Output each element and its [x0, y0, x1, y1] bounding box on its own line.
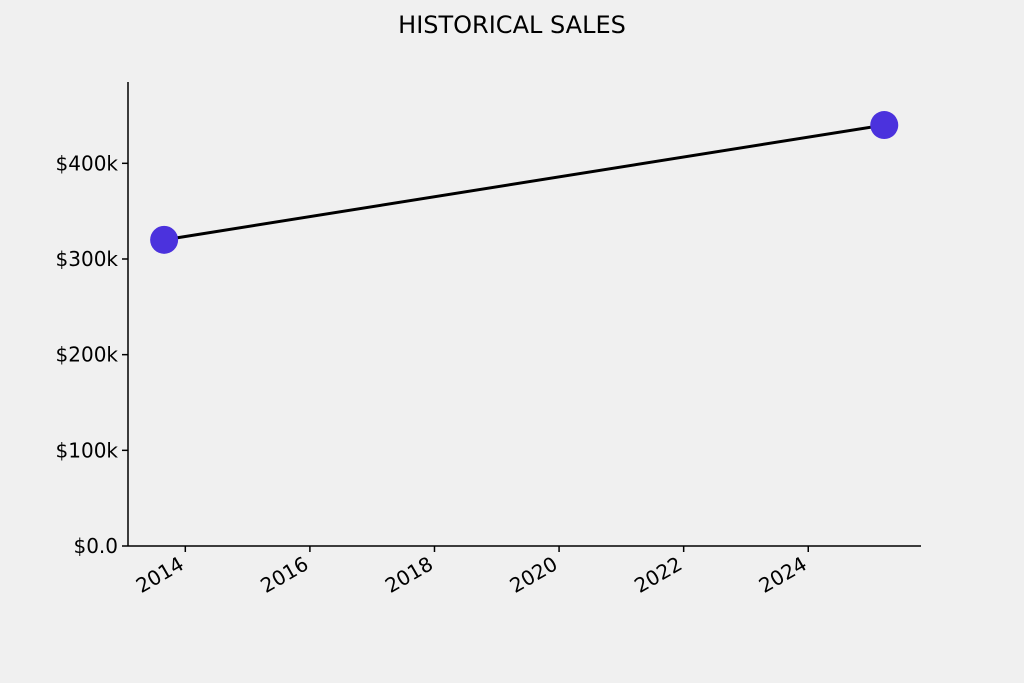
x-tick-label: 2014 — [132, 552, 188, 598]
y-tick-label: $400k — [56, 151, 119, 175]
x-tick-label: 2016 — [256, 552, 312, 598]
y-tick-label: $100k — [56, 438, 119, 462]
x-tick-label: 2020 — [505, 552, 561, 598]
x-tick-label: 2024 — [755, 552, 811, 598]
y-tick-label: $0.0 — [73, 534, 118, 558]
x-tick-label: 2018 — [381, 552, 437, 598]
y-tick-label: $200k — [56, 343, 119, 367]
chart-title: HISTORICAL SALES — [398, 11, 626, 39]
y-tick-label: $300k — [56, 247, 119, 271]
line — [163, 123, 885, 242]
marker — [150, 225, 179, 254]
x-tick-label: 2022 — [630, 552, 686, 598]
marker — [870, 111, 899, 140]
